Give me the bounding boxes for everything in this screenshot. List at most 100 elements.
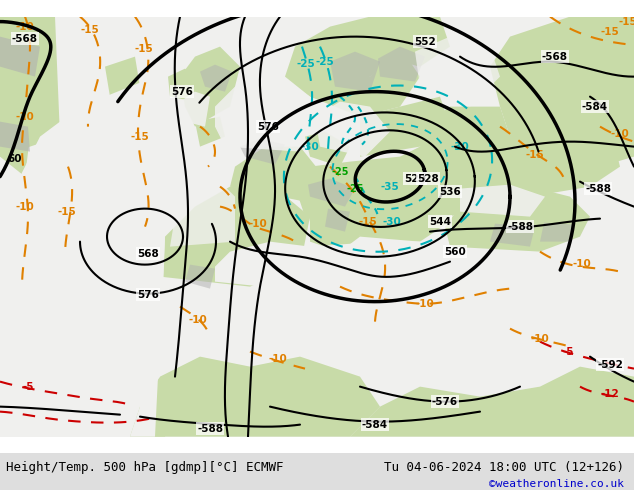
Text: -10: -10 — [189, 315, 207, 324]
Polygon shape — [420, 107, 510, 157]
Text: 568: 568 — [137, 248, 159, 259]
Polygon shape — [180, 92, 210, 126]
Polygon shape — [0, 37, 40, 76]
Polygon shape — [415, 37, 500, 107]
Polygon shape — [50, 368, 68, 387]
Text: -15: -15 — [131, 132, 150, 142]
Polygon shape — [378, 47, 425, 82]
Text: -10: -10 — [531, 334, 550, 343]
Polygon shape — [0, 107, 30, 176]
Text: -568: -568 — [12, 34, 38, 44]
Text: -12: -12 — [600, 389, 619, 399]
Text: -35: -35 — [380, 182, 399, 192]
Text: -25: -25 — [297, 59, 315, 69]
Text: -5: -5 — [22, 382, 34, 392]
Polygon shape — [215, 242, 440, 292]
Text: -25: -25 — [346, 184, 364, 194]
Text: 544: 544 — [429, 217, 451, 226]
Text: -15: -15 — [134, 44, 153, 53]
Text: -10: -10 — [573, 259, 592, 269]
Text: 576: 576 — [137, 290, 159, 299]
Polygon shape — [330, 51, 380, 92]
Polygon shape — [240, 139, 285, 165]
Polygon shape — [445, 126, 620, 196]
Polygon shape — [85, 367, 100, 381]
Text: -15: -15 — [600, 26, 619, 37]
Polygon shape — [180, 47, 240, 126]
Polygon shape — [295, 137, 520, 226]
Text: -30: -30 — [451, 142, 469, 151]
Text: -15: -15 — [81, 24, 100, 35]
Text: -10: -10 — [269, 354, 287, 364]
Text: -592: -592 — [597, 360, 623, 369]
Polygon shape — [155, 187, 310, 287]
Polygon shape — [140, 387, 170, 437]
Text: 576: 576 — [257, 122, 279, 132]
Polygon shape — [285, 17, 420, 97]
Text: -10: -10 — [416, 298, 434, 309]
Text: -5: -5 — [562, 346, 574, 357]
Text: -30: -30 — [383, 217, 401, 226]
Polygon shape — [0, 76, 170, 437]
Text: 528: 528 — [417, 173, 439, 184]
Polygon shape — [355, 182, 450, 242]
Polygon shape — [185, 265, 215, 289]
Polygon shape — [0, 17, 60, 157]
Text: -25: -25 — [331, 167, 349, 176]
Polygon shape — [380, 242, 470, 271]
Polygon shape — [230, 147, 320, 201]
Polygon shape — [490, 223, 535, 246]
Polygon shape — [305, 167, 360, 252]
Polygon shape — [540, 222, 575, 242]
Polygon shape — [350, 367, 634, 437]
Text: Height/Temp. 500 hPa [gdmp][°C] ECMWF: Height/Temp. 500 hPa [gdmp][°C] ECMWF — [6, 462, 284, 474]
Polygon shape — [130, 357, 380, 437]
Text: -10: -10 — [16, 112, 34, 122]
Text: -15: -15 — [58, 207, 76, 217]
Text: -25: -25 — [316, 57, 334, 67]
Text: -576: -576 — [432, 396, 458, 407]
Text: -10: -10 — [249, 219, 268, 229]
Polygon shape — [190, 51, 230, 97]
Polygon shape — [360, 97, 450, 157]
Text: -584: -584 — [362, 419, 388, 430]
Text: -10: -10 — [16, 22, 34, 32]
Text: -588: -588 — [585, 184, 611, 194]
Text: -15: -15 — [526, 149, 545, 160]
Text: -30: -30 — [301, 142, 320, 151]
Polygon shape — [0, 122, 30, 151]
Text: -588: -588 — [507, 221, 533, 232]
Polygon shape — [325, 209, 350, 232]
Polygon shape — [168, 69, 200, 101]
Polygon shape — [190, 72, 220, 97]
Polygon shape — [310, 47, 420, 117]
Text: -15: -15 — [619, 17, 634, 26]
Polygon shape — [200, 65, 232, 92]
Polygon shape — [445, 187, 590, 252]
Polygon shape — [375, 17, 450, 67]
Text: -10: -10 — [611, 129, 630, 139]
Text: -584: -584 — [582, 101, 608, 112]
Polygon shape — [0, 226, 25, 267]
Text: 60: 60 — [8, 154, 22, 164]
Polygon shape — [308, 179, 355, 207]
Text: -568: -568 — [542, 51, 568, 62]
Text: 576: 576 — [171, 87, 193, 97]
Text: -10: -10 — [16, 201, 34, 212]
Text: ©weatheronline.co.uk: ©weatheronline.co.uk — [489, 480, 624, 490]
Polygon shape — [305, 132, 350, 167]
Text: -15: -15 — [359, 217, 377, 226]
Polygon shape — [490, 17, 634, 167]
Polygon shape — [460, 185, 545, 217]
Polygon shape — [170, 176, 235, 246]
Polygon shape — [215, 76, 310, 151]
Text: 552: 552 — [414, 37, 436, 47]
Text: 536: 536 — [439, 187, 461, 196]
Text: 520: 520 — [404, 173, 426, 184]
Text: -588: -588 — [197, 424, 223, 434]
Polygon shape — [195, 117, 225, 147]
Text: Tu 04-06-2024 18:00 UTC (12+126): Tu 04-06-2024 18:00 UTC (12+126) — [384, 462, 624, 474]
Polygon shape — [105, 57, 140, 97]
Polygon shape — [130, 137, 165, 437]
Polygon shape — [0, 17, 634, 437]
